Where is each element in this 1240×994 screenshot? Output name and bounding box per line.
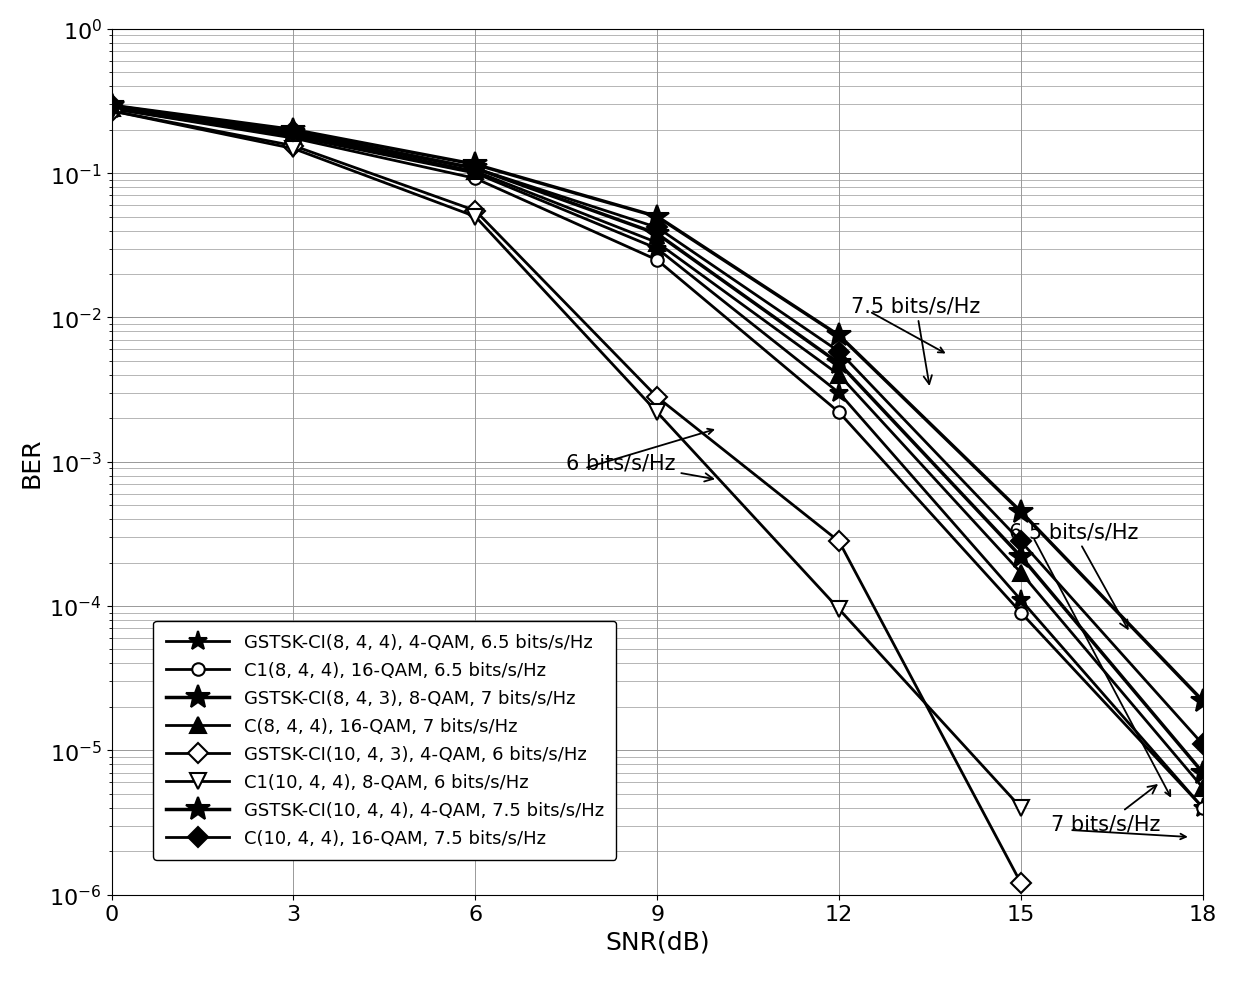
GSTSK-CI(8, 4, 3), 8-QAM, 7 bits/s/Hz [650, 229, 665, 241]
C1(10, 4, 4), 8-QAM, 6 bits/s/Hz [104, 105, 119, 117]
Line: GSTSK-CI(10, 4, 3), 4-QAM, 6 bits/s/Hz: GSTSK-CI(10, 4, 3), 4-QAM, 6 bits/s/Hz [104, 104, 1028, 890]
C1(10, 4, 4), 8-QAM, 6 bits/s/Hz [467, 212, 482, 224]
GSTSK-CI(8, 4, 3), 8-QAM, 7 bits/s/Hz [1195, 766, 1210, 778]
GSTSK-CI(8, 4, 4), 4-QAM, 6.5 bits/s/Hz [832, 388, 847, 400]
C1(10, 4, 4), 8-QAM, 6 bits/s/Hz [832, 603, 847, 615]
C1(8, 4, 4), 16-QAM, 6.5 bits/s/Hz [467, 173, 482, 185]
C(8, 4, 4), 16-QAM, 7 bits/s/Hz [650, 238, 665, 249]
C1(8, 4, 4), 16-QAM, 6.5 bits/s/Hz [104, 103, 119, 115]
GSTSK-CI(10, 4, 3), 4-QAM, 6 bits/s/Hz [286, 140, 301, 152]
Text: 6 bits/s/Hz: 6 bits/s/Hz [567, 453, 713, 482]
Text: 6.5 bits/s/Hz: 6.5 bits/s/Hz [1009, 522, 1138, 629]
C(10, 4, 4), 16-QAM, 7.5 bits/s/Hz [467, 163, 482, 175]
GSTSK-CI(10, 4, 4), 4-QAM, 7.5 bits/s/Hz [104, 100, 119, 112]
C(10, 4, 4), 16-QAM, 7.5 bits/s/Hz [104, 100, 119, 112]
GSTSK-CI(10, 4, 4), 4-QAM, 7.5 bits/s/Hz [1013, 506, 1028, 518]
GSTSK-CI(8, 4, 4), 4-QAM, 6.5 bits/s/Hz [650, 244, 665, 255]
GSTSK-CI(10, 4, 4), 4-QAM, 7.5 bits/s/Hz [832, 330, 847, 342]
Line: GSTSK-CI(8, 4, 4), 4-QAM, 6.5 bits/s/Hz: GSTSK-CI(8, 4, 4), 4-QAM, 6.5 bits/s/Hz [102, 99, 1213, 817]
GSTSK-CI(8, 4, 4), 4-QAM, 6.5 bits/s/Hz [467, 168, 482, 180]
GSTSK-CI(8, 4, 4), 4-QAM, 6.5 bits/s/Hz [286, 131, 301, 143]
C(10, 4, 4), 16-QAM, 7.5 bits/s/Hz [650, 223, 665, 235]
C1(10, 4, 4), 8-QAM, 6 bits/s/Hz [286, 143, 301, 155]
C1(10, 4, 4), 8-QAM, 6 bits/s/Hz [1013, 802, 1028, 814]
GSTSK-CI(8, 4, 3), 8-QAM, 7 bits/s/Hz [1013, 551, 1028, 563]
C(10, 4, 4), 16-QAM, 7.5 bits/s/Hz [832, 346, 847, 358]
C(8, 4, 4), 16-QAM, 7 bits/s/Hz [1195, 782, 1210, 794]
C(8, 4, 4), 16-QAM, 7 bits/s/Hz [832, 370, 847, 382]
Line: C1(8, 4, 4), 16-QAM, 6.5 bits/s/Hz: C1(8, 4, 4), 16-QAM, 6.5 bits/s/Hz [105, 103, 1209, 814]
GSTSK-CI(8, 4, 4), 4-QAM, 6.5 bits/s/Hz [1195, 802, 1210, 814]
Line: C(10, 4, 4), 16-QAM, 7.5 bits/s/Hz: C(10, 4, 4), 16-QAM, 7.5 bits/s/Hz [104, 99, 1210, 751]
GSTSK-CI(10, 4, 3), 4-QAM, 6 bits/s/Hz [650, 392, 665, 404]
GSTSK-CI(8, 4, 3), 8-QAM, 7 bits/s/Hz [467, 163, 482, 175]
GSTSK-CI(10, 4, 3), 4-QAM, 6 bits/s/Hz [1013, 878, 1028, 890]
GSTSK-CI(8, 4, 3), 8-QAM, 7 bits/s/Hz [104, 101, 119, 113]
Line: GSTSK-CI(10, 4, 4), 4-QAM, 7.5 bits/s/Hz: GSTSK-CI(10, 4, 4), 4-QAM, 7.5 bits/s/Hz [99, 93, 1215, 714]
C1(8, 4, 4), 16-QAM, 6.5 bits/s/Hz [650, 254, 665, 266]
C(8, 4, 4), 16-QAM, 7 bits/s/Hz [1013, 568, 1028, 580]
GSTSK-CI(10, 4, 4), 4-QAM, 7.5 bits/s/Hz [286, 124, 301, 136]
C1(8, 4, 4), 16-QAM, 6.5 bits/s/Hz [1195, 802, 1210, 814]
C1(10, 4, 4), 8-QAM, 6 bits/s/Hz [650, 407, 665, 418]
GSTSK-CI(10, 4, 4), 4-QAM, 7.5 bits/s/Hz [467, 159, 482, 171]
C(8, 4, 4), 16-QAM, 7 bits/s/Hz [286, 129, 301, 141]
Line: C1(10, 4, 4), 8-QAM, 6 bits/s/Hz: C1(10, 4, 4), 8-QAM, 6 bits/s/Hz [104, 104, 1028, 815]
GSTSK-CI(10, 4, 3), 4-QAM, 6 bits/s/Hz [467, 206, 482, 218]
C(8, 4, 4), 16-QAM, 7 bits/s/Hz [467, 166, 482, 178]
C(8, 4, 4), 16-QAM, 7 bits/s/Hz [104, 102, 119, 114]
Line: GSTSK-CI(8, 4, 3), 8-QAM, 7 bits/s/Hz: GSTSK-CI(8, 4, 3), 8-QAM, 7 bits/s/Hz [99, 94, 1215, 785]
GSTSK-CI(8, 4, 3), 8-QAM, 7 bits/s/Hz [832, 358, 847, 370]
C1(8, 4, 4), 16-QAM, 6.5 bits/s/Hz [286, 133, 301, 145]
Line: C(8, 4, 4), 16-QAM, 7 bits/s/Hz: C(8, 4, 4), 16-QAM, 7 bits/s/Hz [104, 100, 1210, 795]
C1(8, 4, 4), 16-QAM, 6.5 bits/s/Hz [832, 407, 847, 418]
Y-axis label: BER: BER [20, 437, 43, 487]
C1(8, 4, 4), 16-QAM, 6.5 bits/s/Hz [1013, 607, 1028, 619]
Text: 7 bits/s/Hz: 7 bits/s/Hz [1052, 785, 1161, 834]
C(10, 4, 4), 16-QAM, 7.5 bits/s/Hz [1013, 536, 1028, 548]
Legend: GSTSK-CI(8, 4, 4), 4-QAM, 6.5 bits/s/Hz, C1(8, 4, 4), 16-QAM, 6.5 bits/s/Hz, GST: GSTSK-CI(8, 4, 4), 4-QAM, 6.5 bits/s/Hz,… [154, 621, 616, 860]
GSTSK-CI(10, 4, 4), 4-QAM, 7.5 bits/s/Hz [1195, 695, 1210, 707]
GSTSK-CI(10, 4, 3), 4-QAM, 6 bits/s/Hz [104, 105, 119, 117]
C(10, 4, 4), 16-QAM, 7.5 bits/s/Hz [1195, 739, 1210, 750]
GSTSK-CI(10, 4, 3), 4-QAM, 6 bits/s/Hz [832, 536, 847, 548]
GSTSK-CI(8, 4, 4), 4-QAM, 6.5 bits/s/Hz [104, 103, 119, 115]
GSTSK-CI(8, 4, 4), 4-QAM, 6.5 bits/s/Hz [1013, 594, 1028, 606]
X-axis label: SNR(dB): SNR(dB) [605, 929, 709, 954]
GSTSK-CI(8, 4, 3), 8-QAM, 7 bits/s/Hz [286, 128, 301, 140]
GSTSK-CI(10, 4, 4), 4-QAM, 7.5 bits/s/Hz [650, 212, 665, 224]
Text: 7.5 bits/s/Hz: 7.5 bits/s/Hz [851, 296, 981, 385]
C(10, 4, 4), 16-QAM, 7.5 bits/s/Hz [286, 126, 301, 138]
